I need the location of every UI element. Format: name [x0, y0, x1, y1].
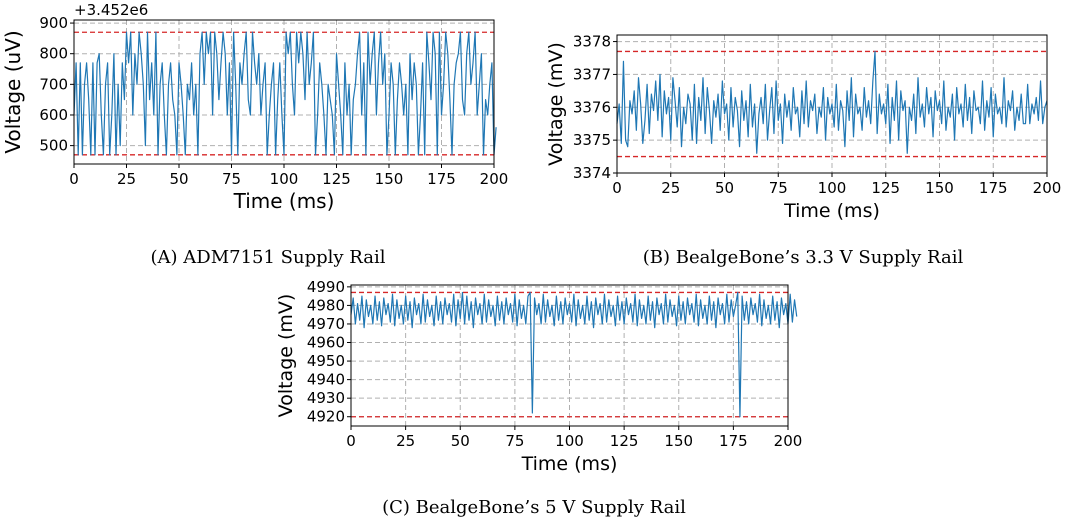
x-tick-label: 150	[375, 170, 404, 188]
x-tick-label: 125	[610, 432, 639, 450]
x-axis-label: Time (ms)	[783, 200, 880, 222]
x-tick-label: 0	[612, 179, 622, 197]
y-tick-label: 4930	[307, 389, 345, 407]
x-tick-label: 75	[505, 432, 524, 450]
x-tick-label: 100	[818, 179, 847, 197]
y-axis-label: Voltage (uV)	[1, 30, 25, 153]
y-tick-label: 500	[39, 137, 68, 155]
x-tick-label: 25	[396, 432, 415, 450]
y-tick-label: 4920	[307, 408, 345, 426]
series-line	[73, 31, 497, 156]
y-tick-label: 900	[39, 14, 68, 32]
caption-a: (A) ADM7151 Supply Rail	[150, 247, 386, 268]
x-tick-label: 125	[871, 179, 900, 197]
y-tick-label: 4950	[307, 352, 345, 370]
x-tick-label: 50	[715, 179, 734, 197]
y-tick-label: 3375	[573, 131, 611, 149]
x-tick-label: 50	[451, 432, 470, 450]
caption-b: (B) BealgeBone’s 3.3 V Supply Rail	[642, 247, 964, 268]
y-tick-label: 700	[39, 75, 68, 93]
x-tick-label: 150	[664, 432, 693, 450]
x-tick-label: 175	[719, 432, 748, 450]
series-line	[616, 50, 1048, 154]
y-tick-label: 3377	[573, 65, 611, 83]
x-tick-label: 175	[979, 179, 1008, 197]
x-axis-label: Time (ms)	[233, 189, 335, 213]
x-tick-label: 175	[427, 170, 456, 188]
caption-c: (C) BealgeBone’s 5 V Supply Rail	[382, 497, 686, 518]
x-axis-label: Time (ms)	[521, 453, 618, 475]
x-tick-label: 100	[555, 432, 584, 450]
chart-b: 0 25 50 75 100 125 150 175 200 3374 3375 3376 3377 33…	[545, 33, 1061, 222]
x-tick-label: 125	[322, 170, 351, 188]
y-tick-label: 3378	[573, 33, 611, 51]
x-tick-label: 25	[117, 170, 136, 188]
y-tick-label: 4940	[307, 371, 345, 389]
x-tick-label: 25	[661, 179, 680, 197]
y-tick-label: 3374	[573, 164, 611, 182]
x-tick-label: 200	[1033, 179, 1062, 197]
x-tick-label: 0	[346, 432, 356, 450]
x-tick-label: 150	[925, 179, 954, 197]
y-axis-label: Voltage (mV)	[545, 42, 567, 166]
y-tick-label: 3376	[573, 98, 611, 116]
chart-a: 0 25 50 75 100 125 150 175 200 500 600 700 800 900 Tim…	[1, 1, 508, 213]
y-tick-label: 800	[39, 45, 68, 63]
y-tick-label: 4970	[307, 315, 345, 333]
y-tick-label: 4980	[307, 296, 345, 314]
x-tick-label: 75	[222, 170, 241, 188]
x-tick-label: 0	[69, 170, 79, 188]
x-tick-label: 200	[774, 432, 803, 450]
x-tick-label: 200	[480, 170, 509, 188]
x-tick-label: 50	[169, 170, 188, 188]
y-tick-label: 4990	[307, 278, 345, 296]
y-tick-label: 600	[39, 106, 68, 124]
chart-c: 0 25 50 75 100 125 150 175 200492049304940495049…	[275, 278, 802, 475]
x-tick-label: 75	[769, 179, 788, 197]
x-tick-label: 100	[270, 170, 299, 188]
y-offset-label: +3.452e6	[74, 1, 148, 19]
y-tick-label: 4960	[307, 334, 345, 352]
y-axis-label: Voltage (mV)	[275, 294, 297, 418]
series-line	[350, 291, 798, 418]
